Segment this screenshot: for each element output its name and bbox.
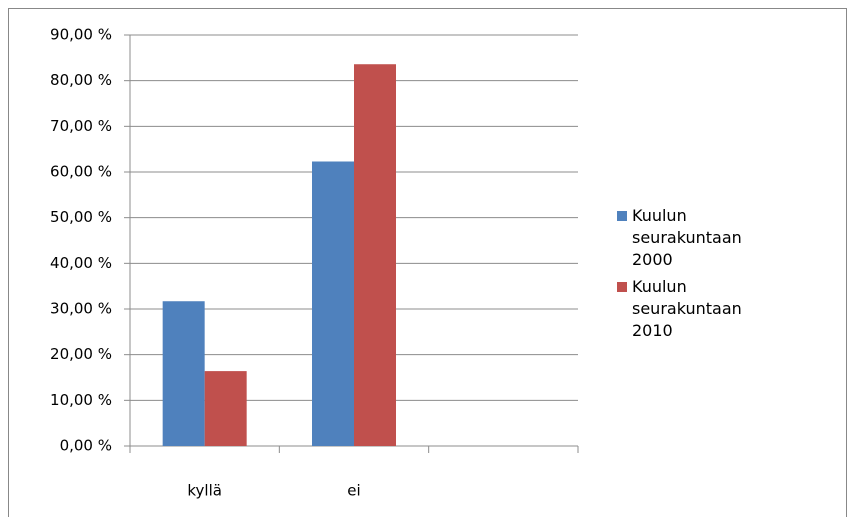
- x-tick-label: ei: [347, 482, 360, 500]
- legend-item: Kuulun seurakuntaan 2000: [617, 205, 772, 271]
- y-tick-label: 50,00 %: [50, 208, 112, 226]
- y-tick-label: 80,00 %: [50, 71, 112, 89]
- y-tick-label: 70,00 %: [50, 117, 112, 135]
- bar: [312, 161, 354, 446]
- legend-label: Kuulun seurakuntaan 2000: [632, 206, 742, 269]
- bar: [354, 64, 396, 446]
- bar: [204, 371, 247, 446]
- y-tick-label: 40,00 %: [50, 254, 112, 272]
- chart-frame: [8, 8, 847, 521]
- bar: [162, 301, 205, 446]
- y-tick-label: 30,00 %: [50, 300, 112, 318]
- legend-item: Kuulun seurakuntaan 2010: [617, 276, 772, 342]
- y-tick-label: 60,00 %: [50, 163, 112, 181]
- x-tick-label: kyllä: [187, 482, 222, 500]
- y-tick-label: 90,00 %: [50, 26, 112, 44]
- legend-label: Kuulun seurakuntaan 2010: [632, 277, 742, 340]
- legend-swatch: [617, 282, 627, 292]
- y-tick-label: 0,00 %: [60, 437, 112, 455]
- y-tick-label: 10,00 %: [50, 391, 112, 409]
- legend-swatch: [617, 211, 627, 221]
- y-tick-label: 20,00 %: [50, 345, 112, 363]
